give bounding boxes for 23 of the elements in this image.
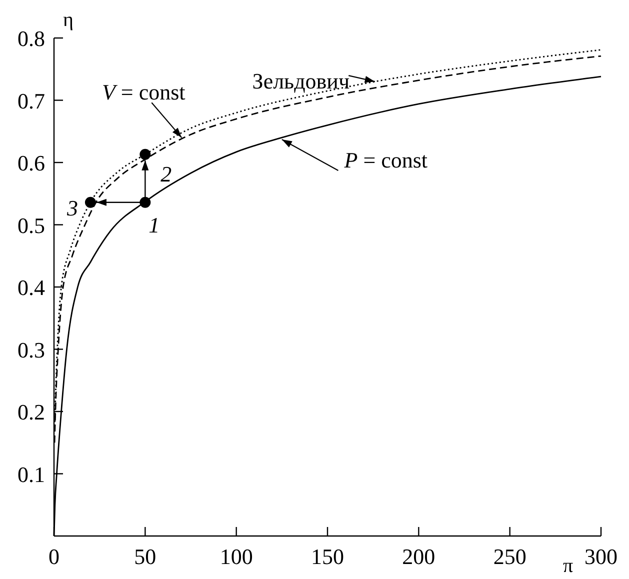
x-tick-label: 200 bbox=[402, 544, 436, 569]
y-tick-label: 0.8 bbox=[18, 26, 45, 51]
x-tick-label: 150 bbox=[311, 544, 344, 569]
y-tick-label: 0.3 bbox=[18, 337, 45, 362]
y-tick-label: 0.2 bbox=[18, 400, 45, 424]
x-tick-label: 250 bbox=[493, 544, 526, 569]
x-axis-title: π bbox=[563, 555, 574, 577]
y-tick-label: 0.4 bbox=[18, 275, 45, 300]
y-tick-label: 0.5 bbox=[18, 212, 45, 238]
annotation: 1 bbox=[148, 212, 160, 238]
annotation: V = const bbox=[102, 80, 186, 105]
y-tick-label: 0.1 bbox=[18, 462, 45, 487]
annotation: Зельдович bbox=[252, 68, 350, 94]
annotation: 3 bbox=[66, 195, 78, 220]
y-tick-label: 0.7 bbox=[18, 88, 45, 114]
x-tick-label: 100 bbox=[220, 544, 253, 569]
x-tick-label: 0 bbox=[48, 544, 60, 569]
annotation: 2 bbox=[160, 161, 172, 186]
y-tick-label: 0.6 bbox=[18, 150, 45, 176]
annotation: P = const bbox=[343, 147, 428, 172]
y-axis-title: η bbox=[63, 9, 74, 31]
x-tick-label: 300 bbox=[584, 544, 618, 569]
x-tick-label: 50 bbox=[134, 544, 156, 569]
